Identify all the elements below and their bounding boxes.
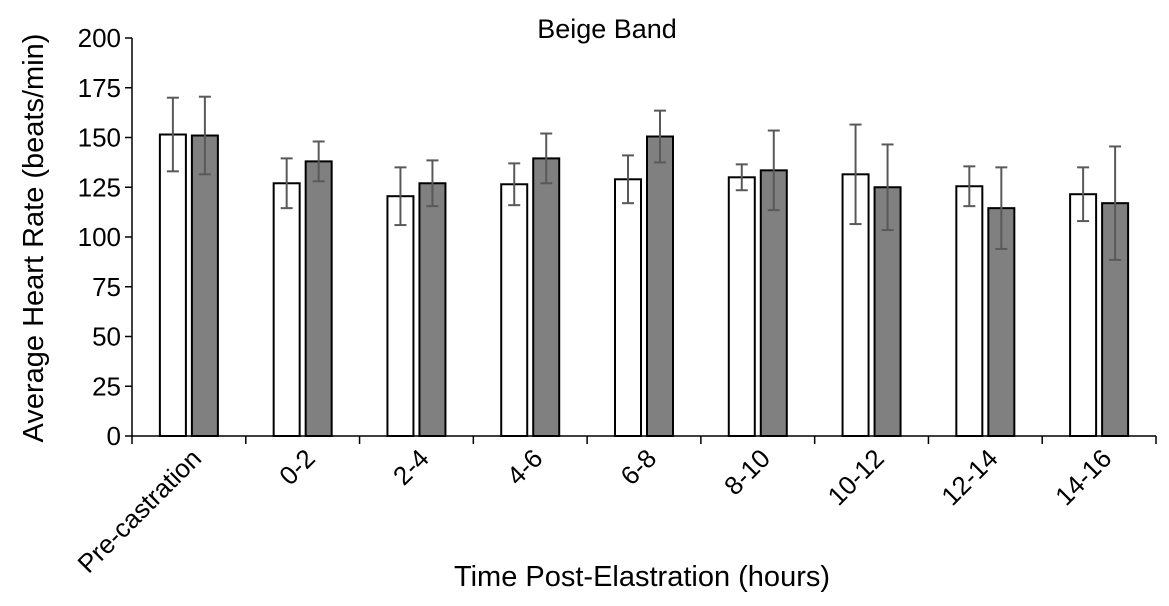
bar-series-1-2-4: [386, 195, 415, 437]
x-tick-label: 14-16: [1049, 443, 1117, 511]
y-tick-label: 50: [92, 322, 121, 352]
bar-series-2-0-2: [304, 160, 333, 437]
bar-series-1-14-16: [1069, 193, 1098, 437]
bar-series-1-0-2: [272, 182, 301, 437]
y-tick-label: 0: [107, 421, 121, 451]
plot-area: 0 25 50 75 100 125 150 175 200 Pre-castration 0-2 2…: [71, 23, 1157, 579]
x-tick-label: 4-6: [501, 443, 549, 491]
bar-series-2-Pre-castration: [190, 134, 219, 437]
y-tick-label: 125: [78, 172, 121, 202]
y-tick-label: 25: [92, 371, 121, 401]
bar-series-1-8-10: [727, 176, 756, 438]
bar-series-2-2-4: [418, 182, 447, 437]
x-tick-label: 12-14: [935, 443, 1003, 511]
chart-title: Beige Band: [537, 14, 677, 44]
x-tick-label: 0-2: [273, 443, 321, 491]
x-tick-label: Pre-castration: [71, 443, 207, 579]
x-tick-label: 8-10: [718, 443, 776, 501]
y-tick-label: 100: [78, 222, 121, 252]
x-tick-label: 10-12: [822, 443, 890, 511]
y-tick-label: 200: [78, 23, 121, 53]
y-axis-label: Average Heart Rate (beats/min): [18, 34, 50, 443]
y-tick-label: 175: [78, 73, 121, 103]
x-axis-label: Time Post-Elastration (hours): [454, 561, 830, 593]
bar-series-1-6-8: [614, 178, 642, 437]
bar-series-2-6-8: [646, 135, 674, 437]
x-tick-label: 2-4: [387, 443, 435, 491]
bar-series-1-12-14: [955, 185, 984, 437]
bar-series-1-4-6: [500, 183, 529, 437]
x-tick-label: 6-8: [614, 443, 662, 491]
bar-series-2-4-6: [532, 157, 561, 438]
bar-series-1-Pre-castration: [158, 133, 187, 437]
y-tick-label: 75: [92, 272, 121, 302]
y-tick-label: 150: [78, 123, 121, 153]
